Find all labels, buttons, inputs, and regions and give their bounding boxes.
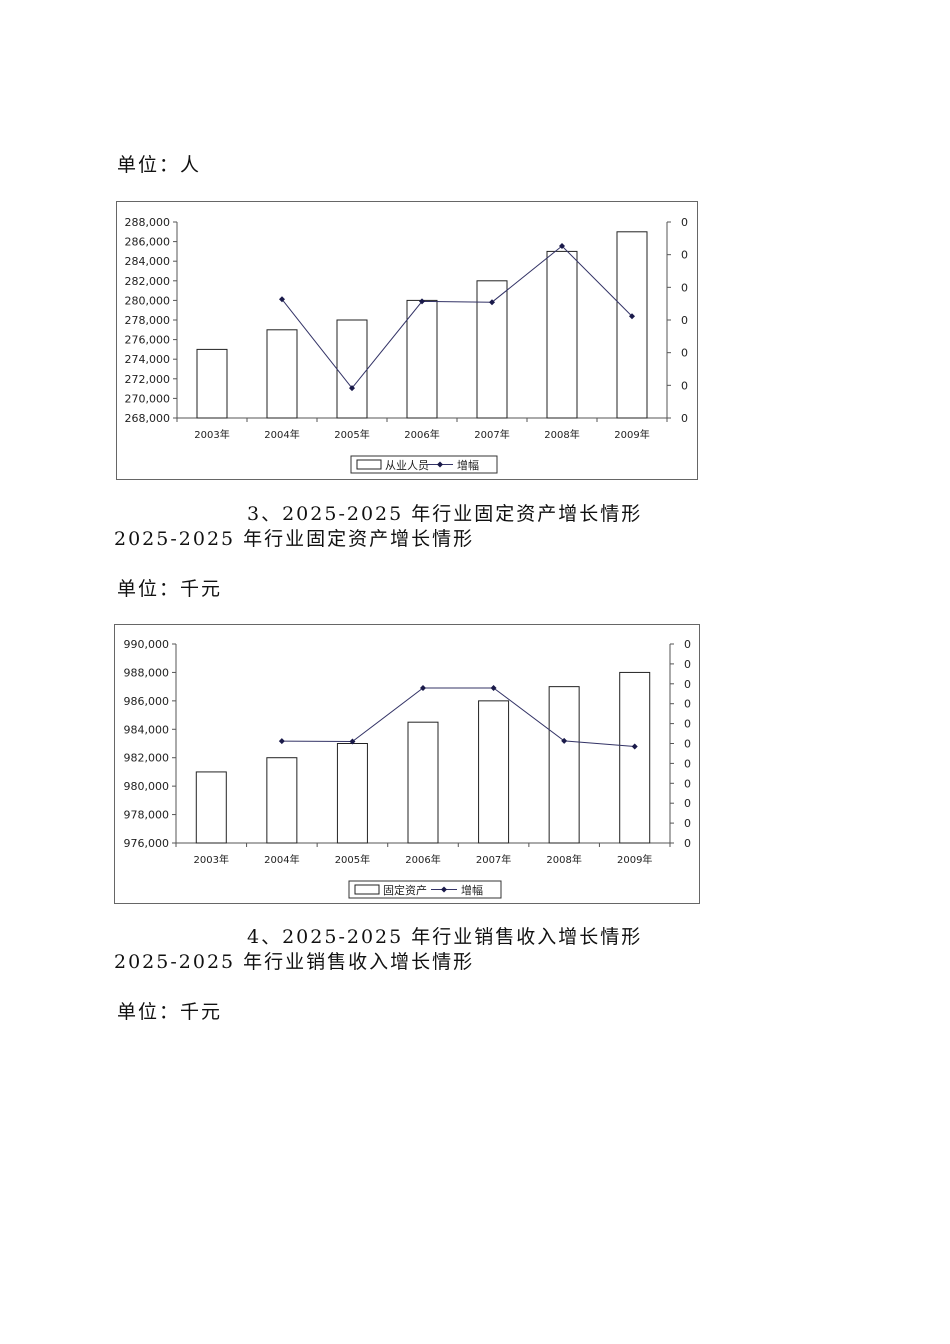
bar-固定资产 bbox=[478, 700, 510, 844]
y2-tick-label: 0 bbox=[684, 817, 691, 830]
unit-label-2: 单位：千元 bbox=[117, 578, 223, 600]
y2-tick-label: 0 bbox=[684, 797, 691, 810]
bar-固定资产 bbox=[407, 721, 439, 844]
bar-从业人员 bbox=[266, 329, 298, 419]
y2-tick-label: 0 bbox=[684, 777, 691, 790]
x-tick-label: 2008年 bbox=[546, 853, 581, 866]
y-tick-label: 276,000 bbox=[125, 334, 171, 347]
y-tick-label: 990,000 bbox=[124, 638, 170, 651]
chart-employees-svg: 268,000 270,000 272,000 274,000 276,000 278,0… bbox=[125, 216, 688, 474]
legend-label-line: 增幅 bbox=[461, 883, 483, 897]
y2-tick-label: 0 bbox=[684, 718, 691, 731]
legend-bar-swatch bbox=[354, 884, 380, 895]
heading-3-sub: 2025-2025 年行业固定资产增长情形 bbox=[114, 528, 475, 550]
point-增幅 bbox=[420, 684, 426, 691]
x-tick-label: 2004年 bbox=[264, 428, 299, 441]
point-增幅 bbox=[561, 737, 568, 744]
y2-tick-label: 0 bbox=[684, 678, 691, 691]
x-tick-label: 2004年 bbox=[264, 853, 299, 866]
bar-从业人员 bbox=[406, 299, 438, 419]
y-tick-label: 280,000 bbox=[125, 294, 171, 307]
y2-tick-label: 0 bbox=[681, 379, 688, 392]
x-tick-label: 2005年 bbox=[335, 853, 370, 866]
y-tick-label: 978,000 bbox=[124, 809, 170, 822]
heading-4-main: 4、2025-2025 年行业销售收入增长情形 bbox=[247, 926, 643, 948]
heading-4-sub: 2025-2025 年行业销售收入增长情形 bbox=[114, 951, 475, 973]
bar-从业人员 bbox=[196, 348, 228, 419]
point-增幅 bbox=[419, 298, 425, 305]
y-tick-label: 278,000 bbox=[125, 314, 171, 327]
bar-从业人员 bbox=[546, 250, 578, 419]
point-增幅 bbox=[279, 296, 285, 303]
y-tick-label: 980,000 bbox=[124, 780, 170, 793]
y-tick-label: 976,000 bbox=[124, 837, 170, 850]
x-tick-label: 2003年 bbox=[194, 428, 229, 441]
y2-tick-label: 0 bbox=[684, 698, 691, 711]
y-tick-label: 288,000 bbox=[125, 216, 171, 229]
y-tick-label: 982,000 bbox=[124, 752, 170, 765]
y2-tick-label: 0 bbox=[681, 314, 688, 327]
chart-employees: 268,000 270,000 272,000 274,000 276,000 278,0… bbox=[116, 201, 698, 480]
x-tick-label: 2007年 bbox=[474, 428, 509, 441]
bar-固定资产 bbox=[619, 671, 651, 844]
line-增幅 bbox=[281, 687, 635, 747]
y2-tick-label: 0 bbox=[681, 347, 688, 360]
bar-从业人员 bbox=[336, 319, 368, 419]
y2-tick-label: 0 bbox=[684, 658, 691, 671]
bar-固定资产 bbox=[266, 757, 298, 844]
y2-tick-label: 0 bbox=[684, 738, 691, 751]
y2-tick-label: 0 bbox=[684, 837, 691, 850]
point-增幅 bbox=[278, 738, 285, 745]
legend-label-bar: 固定资产 bbox=[383, 883, 427, 897]
y-tick-label: 986,000 bbox=[124, 695, 170, 708]
y-tick-label: 988,000 bbox=[124, 666, 170, 679]
x-tick-label: 2006年 bbox=[405, 853, 440, 866]
unit-label-1: 单位：人 bbox=[117, 154, 202, 176]
y-tick-label: 282,000 bbox=[125, 275, 171, 288]
y2-tick-label: 0 bbox=[681, 281, 688, 294]
y-tick-label: 284,000 bbox=[125, 255, 171, 268]
y-tick-label: 274,000 bbox=[125, 353, 171, 366]
heading-3-main: 3、2025-2025 年行业固定资产增长情形 bbox=[247, 503, 643, 525]
y-tick-label: 268,000 bbox=[125, 412, 171, 425]
legend-line-marker bbox=[441, 886, 447, 893]
point-增幅 bbox=[631, 743, 638, 750]
bar-固定资产 bbox=[195, 771, 227, 844]
legend-bar-swatch bbox=[356, 459, 382, 470]
point-增幅 bbox=[559, 243, 565, 250]
y-tick-label: 272,000 bbox=[125, 373, 171, 386]
y2-tick-label: 0 bbox=[681, 249, 688, 262]
line-增幅 bbox=[281, 245, 633, 389]
x-tick-label: 2009年 bbox=[617, 853, 652, 866]
legend-label-bar: 从业人员 bbox=[385, 459, 429, 472]
bar-从业人员 bbox=[616, 231, 648, 419]
point-增幅 bbox=[629, 313, 635, 320]
bar-固定资产 bbox=[336, 743, 368, 844]
point-增幅 bbox=[349, 738, 356, 745]
chart-fixed-assets: 976,000 978,000 980,000 982,000 984,000 986,0… bbox=[114, 624, 700, 904]
y2-tick-label: 0 bbox=[684, 757, 691, 770]
y-tick-label: 286,000 bbox=[125, 236, 171, 249]
x-tick-label: 2007年 bbox=[476, 853, 511, 866]
y-tick-label: 270,000 bbox=[125, 392, 171, 405]
point-增幅 bbox=[489, 299, 495, 306]
legend-box bbox=[348, 880, 502, 899]
y2-tick-label: 0 bbox=[684, 638, 691, 651]
x-tick-label: 2009年 bbox=[614, 428, 649, 441]
x-tick-label: 2006年 bbox=[404, 428, 439, 441]
legend-line-marker bbox=[437, 461, 443, 468]
y-tick-label: 984,000 bbox=[124, 723, 170, 736]
chart-fixed-assets-svg: 976,000 978,000 980,000 982,000 984,000 986,0… bbox=[124, 638, 691, 899]
y2-tick-label: 0 bbox=[681, 216, 688, 229]
legend-label-line: 增幅 bbox=[457, 458, 479, 472]
y2-tick-label: 0 bbox=[681, 412, 688, 425]
x-tick-label: 2005年 bbox=[334, 428, 369, 441]
x-tick-label: 2008年 bbox=[544, 428, 579, 441]
legend-box bbox=[350, 455, 498, 474]
bar-固定资产 bbox=[548, 686, 580, 844]
x-tick-label: 2003年 bbox=[194, 853, 229, 866]
point-增幅 bbox=[349, 385, 355, 392]
point-增幅 bbox=[490, 684, 497, 691]
unit-label-3: 单位：千元 bbox=[117, 1001, 223, 1023]
